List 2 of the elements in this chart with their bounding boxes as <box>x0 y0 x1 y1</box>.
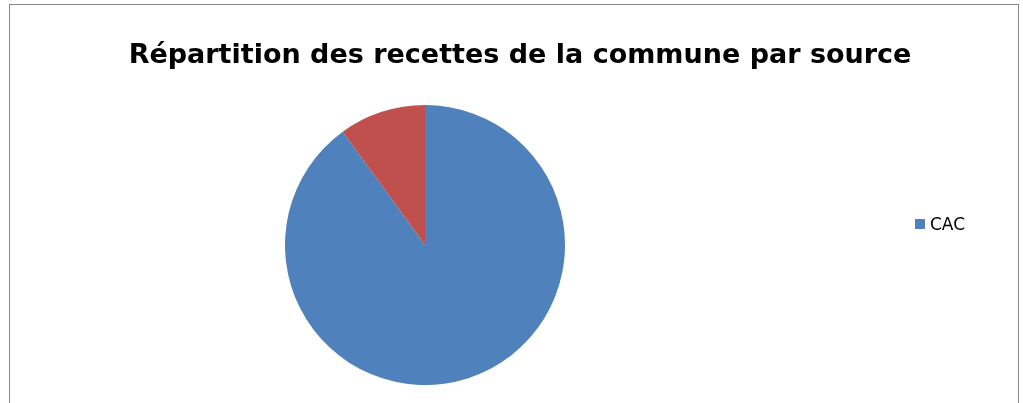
legend-label: CAC <box>930 214 966 234</box>
chart-title: Répartition des recettes de la commune par source <box>127 38 913 69</box>
